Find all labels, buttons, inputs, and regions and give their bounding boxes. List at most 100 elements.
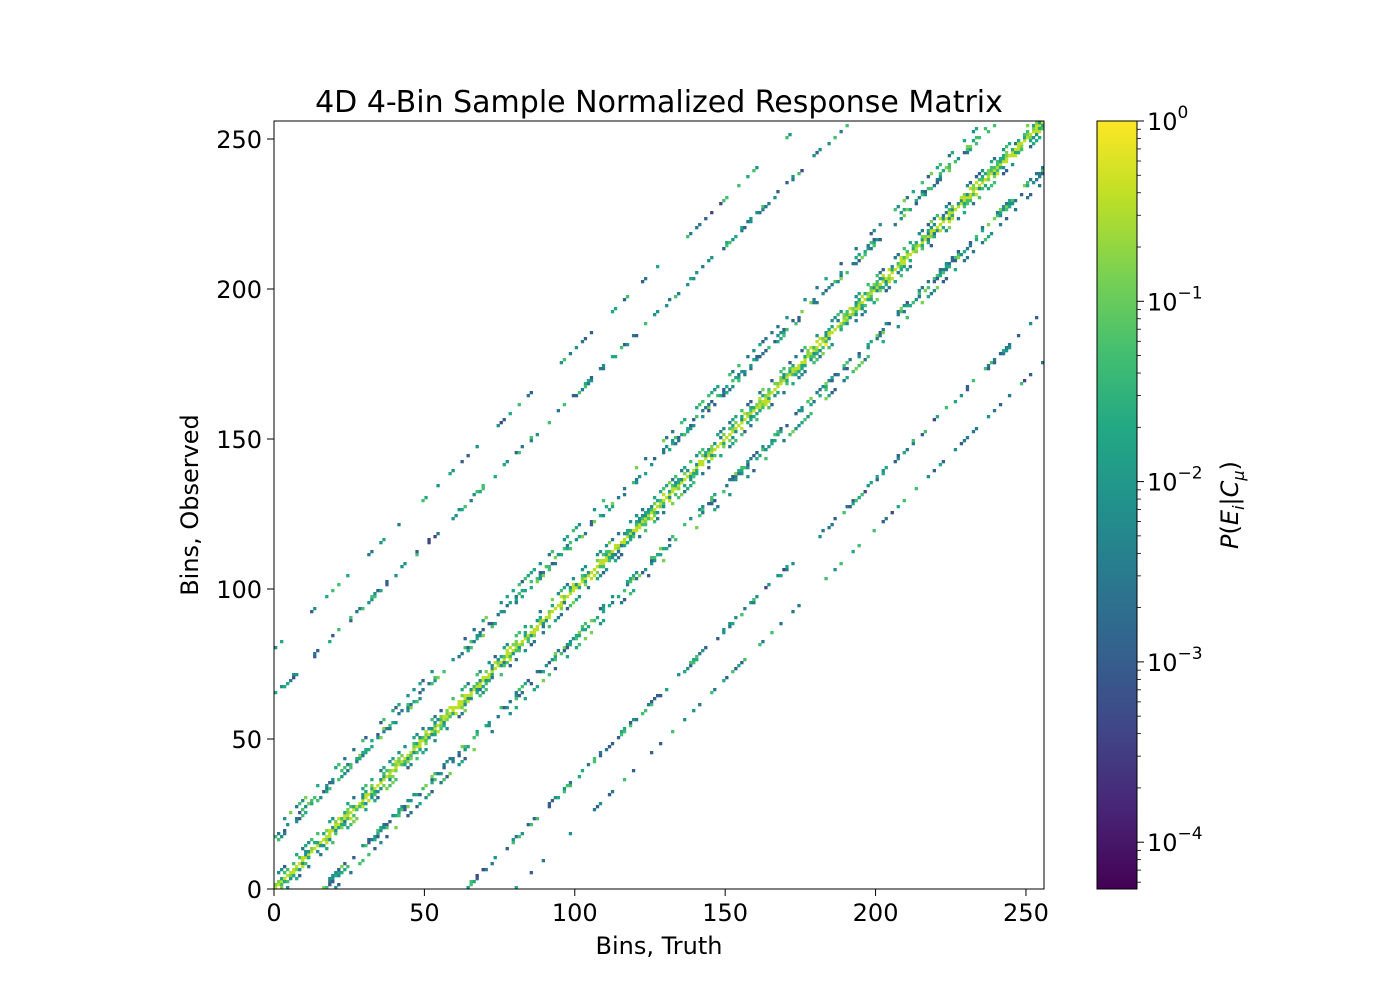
heatmap-cell <box>529 391 533 395</box>
heatmap-cell <box>463 685 467 689</box>
heatmap-cell <box>740 421 744 425</box>
heatmap-cell <box>364 784 368 788</box>
heatmap-cell <box>343 868 347 872</box>
heatmap-cell <box>559 553 564 557</box>
heatmap-cell <box>544 619 549 623</box>
heatmap-cell <box>562 595 567 599</box>
heatmap-cell <box>652 520 657 524</box>
heatmap-cell <box>472 685 476 689</box>
heatmap-cell <box>424 796 428 800</box>
heatmap-cell <box>466 886 470 890</box>
heatmap-cell <box>725 436 729 440</box>
heatmap-cell <box>1007 394 1012 398</box>
heatmap-cell <box>460 700 464 704</box>
heatmap-cell <box>406 757 410 761</box>
heatmap-cell <box>977 187 982 191</box>
heatmap-cell <box>758 211 762 215</box>
heatmap-cell <box>337 583 341 587</box>
heatmap-cell <box>767 397 771 401</box>
heatmap-cell <box>803 358 807 362</box>
heatmap-cell <box>589 379 594 383</box>
heatmap-cell <box>277 838 281 842</box>
heatmap-cell <box>634 577 639 581</box>
heatmap-cell <box>995 211 1000 215</box>
heatmap-cell <box>863 253 867 257</box>
heatmap-cell <box>809 358 813 362</box>
heatmap-cell <box>481 691 485 695</box>
heatmap-cell <box>646 514 651 518</box>
heatmap-cell <box>938 274 943 278</box>
heatmap-cell <box>935 226 940 230</box>
heatmap-cell <box>481 484 485 488</box>
heatmap-cell <box>607 559 612 563</box>
heatmap-cell <box>896 313 900 317</box>
heatmap-cell <box>971 430 976 434</box>
heatmap-cell <box>598 559 603 563</box>
heatmap-cell <box>680 493 684 497</box>
heatmap-cell <box>791 178 795 182</box>
heatmap-cell <box>812 361 816 365</box>
heatmap-cell <box>800 406 804 410</box>
heatmap-cell <box>445 715 449 719</box>
heatmap-cell <box>713 388 717 392</box>
heatmap-cell <box>689 424 693 428</box>
heatmap-cell <box>580 769 585 773</box>
heatmap-cell <box>523 637 527 641</box>
heatmap-cell <box>965 436 970 440</box>
heatmap-cell <box>872 286 876 290</box>
heatmap-cell <box>752 598 756 602</box>
heatmap-cell <box>713 499 717 503</box>
heatmap-cell <box>674 442 678 446</box>
heatmap-cell <box>947 202 952 206</box>
heatmap-cell <box>418 682 422 686</box>
heatmap-cell <box>920 301 924 305</box>
heatmap-cell <box>722 631 726 635</box>
heatmap-cell <box>881 280 885 284</box>
heatmap-cell <box>316 832 320 836</box>
heatmap-cell <box>668 481 672 485</box>
heatmap-cell <box>1025 130 1030 134</box>
heatmap-cell <box>914 247 918 251</box>
heatmap-cell <box>289 874 293 878</box>
heatmap-cell <box>725 241 729 245</box>
heatmap-cell <box>968 193 973 197</box>
heatmap-cell <box>415 700 419 704</box>
heatmap-cell <box>701 409 705 413</box>
heatmap-cell <box>827 331 831 335</box>
heatmap-cell <box>295 673 299 677</box>
heatmap-cell <box>580 628 585 632</box>
heatmap-cell <box>716 433 720 437</box>
heatmap-cell <box>878 286 882 290</box>
heatmap-cell <box>1022 379 1027 383</box>
heatmap-cell <box>974 235 979 239</box>
heatmap-cell <box>598 514 603 518</box>
heatmap-cell <box>884 280 888 284</box>
heatmap-cell <box>740 469 744 473</box>
heatmap-cell <box>686 475 690 479</box>
heatmap-cell <box>659 502 663 506</box>
heatmap-cell <box>992 217 997 221</box>
heatmap-cell <box>929 226 934 230</box>
heatmap-cell <box>481 868 485 872</box>
heatmap-cell <box>397 808 401 812</box>
plot-area <box>273 120 1045 890</box>
heatmap-cell <box>713 448 717 452</box>
heatmap-cell <box>433 715 437 719</box>
heatmap-cell <box>472 736 476 740</box>
heatmap-cell <box>313 652 317 656</box>
heatmap-cell <box>698 403 702 407</box>
heatmap-cell <box>884 289 888 293</box>
heatmap-cell <box>962 139 967 143</box>
heatmap-cell <box>758 403 762 407</box>
heatmap-cell <box>998 163 1003 167</box>
colorbar-tick-label: 100 <box>1147 103 1188 136</box>
heatmap-cell <box>487 679 491 683</box>
heatmap-cell <box>517 583 521 587</box>
heatmap-cell <box>869 298 873 302</box>
heatmap-cell <box>764 586 768 590</box>
heatmap-cell <box>905 196 909 200</box>
heatmap-cell <box>328 883 332 887</box>
heatmap-cell <box>704 457 708 461</box>
heatmap-cell <box>1004 349 1009 353</box>
heatmap-cell <box>463 700 467 704</box>
